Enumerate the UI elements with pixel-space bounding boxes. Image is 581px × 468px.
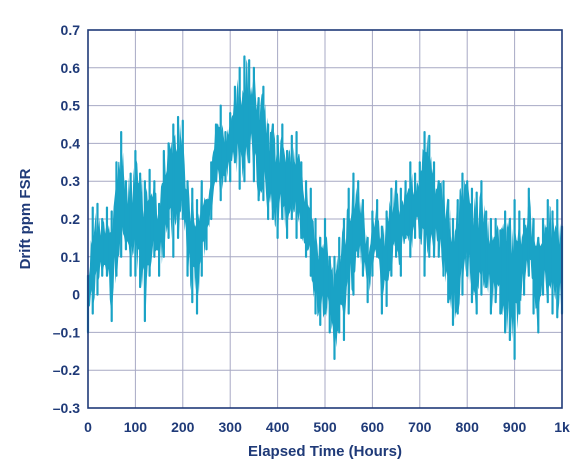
y-tick-labels: 0.7 0.6 0.5 0.4 0.3 0.2 0.1 0 –0.1 –0.2 –0.3 <box>53 22 80 416</box>
y-tick-label: 0.6 <box>61 60 81 76</box>
y-tick-label: –0.2 <box>53 362 80 378</box>
x-tick-label: 0 <box>84 419 92 435</box>
x-tick-labels: 0 100 200 300 400 500 600 700 800 900 1k <box>84 419 570 435</box>
y-tick-label: 0 <box>72 287 80 303</box>
x-tick-label: 100 <box>124 419 148 435</box>
y-tick-label: 0.7 <box>61 22 81 38</box>
y-tick-label: 0.4 <box>61 135 81 151</box>
x-tick-label: 200 <box>171 419 195 435</box>
x-tick-label: 700 <box>408 419 432 435</box>
x-tick-label: 800 <box>456 419 480 435</box>
x-axis-title: Elapsed Time (Hours) <box>248 443 402 460</box>
x-tick-label: 900 <box>503 419 527 435</box>
y-tick-label: 0.1 <box>61 249 81 265</box>
y-tick-label: 0.5 <box>61 98 81 114</box>
x-tick-label: 600 <box>361 419 385 435</box>
x-tick-label: 1k <box>554 419 570 435</box>
x-tick-label: 400 <box>266 419 290 435</box>
y-tick-label: 0.3 <box>61 173 81 189</box>
y-tick-label: –0.1 <box>53 324 80 340</box>
x-tick-label: 300 <box>219 419 243 435</box>
plot-frame <box>87 29 563 409</box>
y-axis-title: Drift ppm FSR <box>17 168 34 269</box>
y-tick-label: 0.2 <box>61 211 81 227</box>
y-tick-label: –0.3 <box>53 400 80 416</box>
x-tick-label: 500 <box>313 419 337 435</box>
